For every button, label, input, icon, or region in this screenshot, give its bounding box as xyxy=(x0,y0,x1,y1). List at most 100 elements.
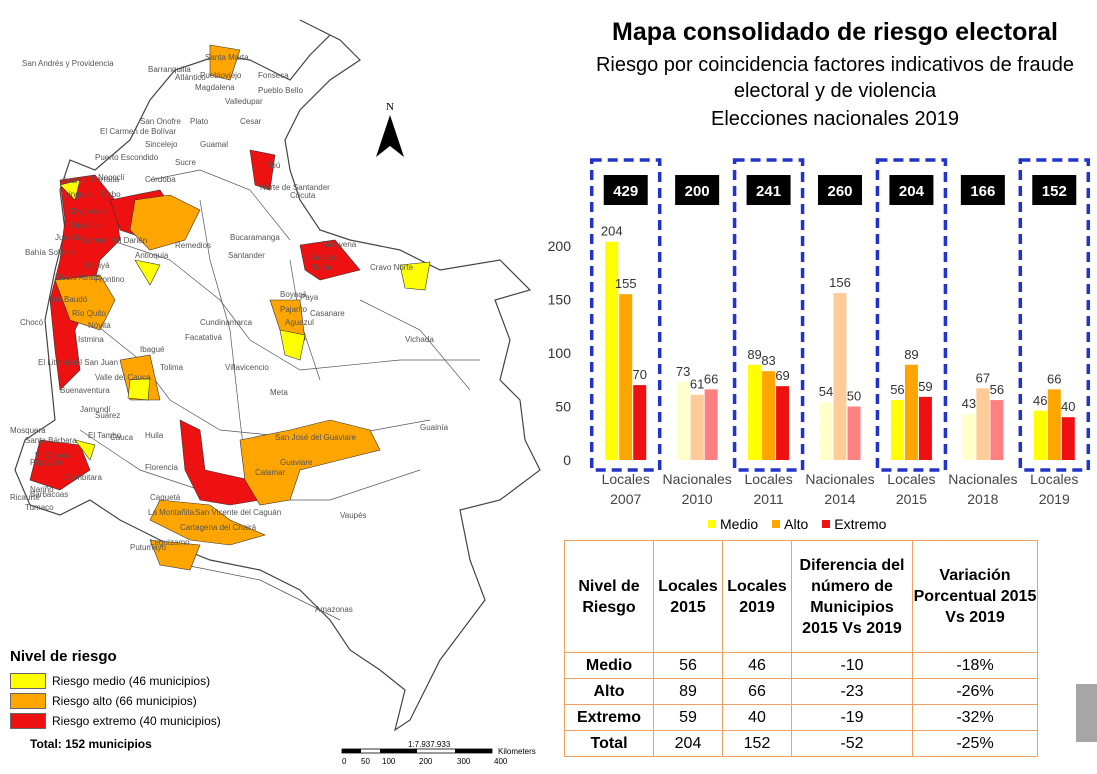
bar-extremo xyxy=(633,385,647,460)
table-header: Locales 2019 xyxy=(722,540,792,653)
table-cell: -10 xyxy=(791,652,913,679)
x-tick-label: Locales xyxy=(744,471,792,487)
data-label: 89 xyxy=(904,347,918,362)
table-header: Diferencia del número de Municipios 2015… xyxy=(791,540,913,653)
map-place-label: Tolima xyxy=(160,363,184,372)
legend-swatch-extremo xyxy=(822,520,831,528)
map-place-label: Unguía xyxy=(65,190,91,199)
data-label: 155 xyxy=(615,276,637,291)
map-place-label: Mosquera xyxy=(10,426,46,435)
data-label: 89 xyxy=(747,347,761,362)
map-place-label: Santander xyxy=(228,251,265,260)
table-row: Total 204 152 -52 -25% xyxy=(564,730,1038,757)
total-box xyxy=(818,175,862,205)
map-place-label: Puebloviejo xyxy=(200,71,242,80)
data-label: 59 xyxy=(918,379,932,394)
bar-extremo xyxy=(704,389,718,460)
map-place-label: Barbacoas xyxy=(30,490,68,499)
scale-ratio: 1:7.937.933 xyxy=(408,740,451,749)
map-place-label: Jamundí xyxy=(80,405,111,414)
map-place-label: Cundinamarca xyxy=(200,318,253,327)
risk-bar-chart: 05010015020042920415570Locales2007200736… xyxy=(548,158,1091,507)
table-header-row: Nivel de Riesgo Locales 2015 Locales 201… xyxy=(564,540,1038,653)
y-tick-label: 50 xyxy=(555,399,571,415)
x-tick-label: Locales xyxy=(1030,471,1078,487)
region-alto xyxy=(239,419,381,506)
map-place-label: San José del Guaviare xyxy=(275,433,356,442)
total-label: 152 xyxy=(1042,183,1067,200)
map-place-label: Acandí xyxy=(62,176,88,185)
bar-extremo xyxy=(776,386,790,460)
map-place-label: Chigorodó xyxy=(68,207,105,216)
bar-medio xyxy=(1033,410,1047,460)
north-label: N xyxy=(386,101,394,113)
subtitle-line-1: Riesgo por coincidencia factores indicat… xyxy=(595,54,1075,76)
total-label: 260 xyxy=(827,183,852,200)
total-label: 204 xyxy=(899,183,925,200)
data-label: 70 xyxy=(632,367,646,382)
bar-medio xyxy=(605,241,619,460)
map-place-label: Valledupar xyxy=(225,97,263,106)
table-header: Locales 2015 xyxy=(653,540,723,653)
map-place-label: Magdalena xyxy=(195,83,235,92)
map-place-label: Villavicencio xyxy=(225,363,269,372)
map-place-label: San Onofre xyxy=(140,117,181,126)
total-label: 200 xyxy=(685,183,710,200)
map-place-label: Necoclí xyxy=(98,173,125,182)
map-place-label: Plato xyxy=(190,117,209,126)
total-label: 241 xyxy=(756,183,781,200)
map-place-label: Pajarito xyxy=(280,305,308,314)
region-medio xyxy=(59,179,81,201)
map-place-label: El Litoral del San Juan xyxy=(38,358,118,367)
scroll-handle[interactable] xyxy=(1076,684,1097,742)
subtitle-line-3: Elecciones nacionales 2019 xyxy=(711,108,959,130)
map-place-label: Guainía xyxy=(420,423,449,432)
data-label: 156 xyxy=(829,275,851,290)
scale-tick: 400 xyxy=(494,757,508,766)
legend-item-extremo: Extremo xyxy=(822,516,886,532)
table-row: Alto 89 66 -23 -26% xyxy=(564,678,1038,705)
region-medio xyxy=(399,261,431,291)
map-place-label: Carmen del Darién xyxy=(80,236,147,245)
map-place-label: Popayán xyxy=(30,458,62,467)
table-cell: Medio xyxy=(564,652,654,679)
map-place-label: Arauca xyxy=(310,253,336,262)
total-box xyxy=(603,175,648,205)
table-cell: 89 xyxy=(653,678,723,705)
y-tick-label: 100 xyxy=(548,345,572,361)
map-place-label: Sincelejo xyxy=(145,140,178,149)
map-place-label: Córdoba xyxy=(145,175,176,184)
x-tick-label: 2007 xyxy=(610,491,641,507)
map-scale-bar: 1:7.937.933 Kilometers 0 50 100 200 300 400 xyxy=(341,740,536,766)
data-label: 43 xyxy=(962,396,976,411)
highlight-box xyxy=(875,158,948,472)
map-place-label: Cauca xyxy=(110,433,134,442)
data-label: 66 xyxy=(1047,371,1061,386)
region-alto xyxy=(129,194,201,251)
bar-extremo xyxy=(918,396,932,460)
data-label: 69 xyxy=(775,368,789,383)
chart-legend: Medio Alto Extremo xyxy=(708,516,886,532)
total-label: 166 xyxy=(970,183,995,200)
x-tick-label: 2015 xyxy=(896,491,927,507)
region-medio xyxy=(279,329,306,361)
table-cell: 204 xyxy=(653,730,723,757)
legend-swatch-medio xyxy=(708,520,716,528)
legend-item-alto: Alto xyxy=(772,516,808,532)
bar-extremo xyxy=(1061,417,1075,460)
bar-medio xyxy=(962,413,976,460)
x-tick-label: Locales xyxy=(887,471,935,487)
map-place-label: Leguízamo xyxy=(150,538,190,547)
map-place-label: El Carmen de Bolívar xyxy=(100,127,176,136)
bar-alto xyxy=(976,388,990,460)
y-tick-label: 200 xyxy=(548,238,572,254)
map-place-label: Buenaventura xyxy=(60,386,110,395)
highlight-box xyxy=(732,158,805,472)
map-place-label: San Vicente del Caguán xyxy=(195,508,281,517)
legend-label: Riesgo medio (46 municipios) xyxy=(52,674,211,688)
table-cell: -25% xyxy=(912,730,1038,757)
legend-label: Medio xyxy=(720,516,759,532)
data-label: 67 xyxy=(976,370,990,385)
map-place-label: Guamal xyxy=(200,140,228,149)
map-place-label: Cumbitara xyxy=(65,473,102,482)
